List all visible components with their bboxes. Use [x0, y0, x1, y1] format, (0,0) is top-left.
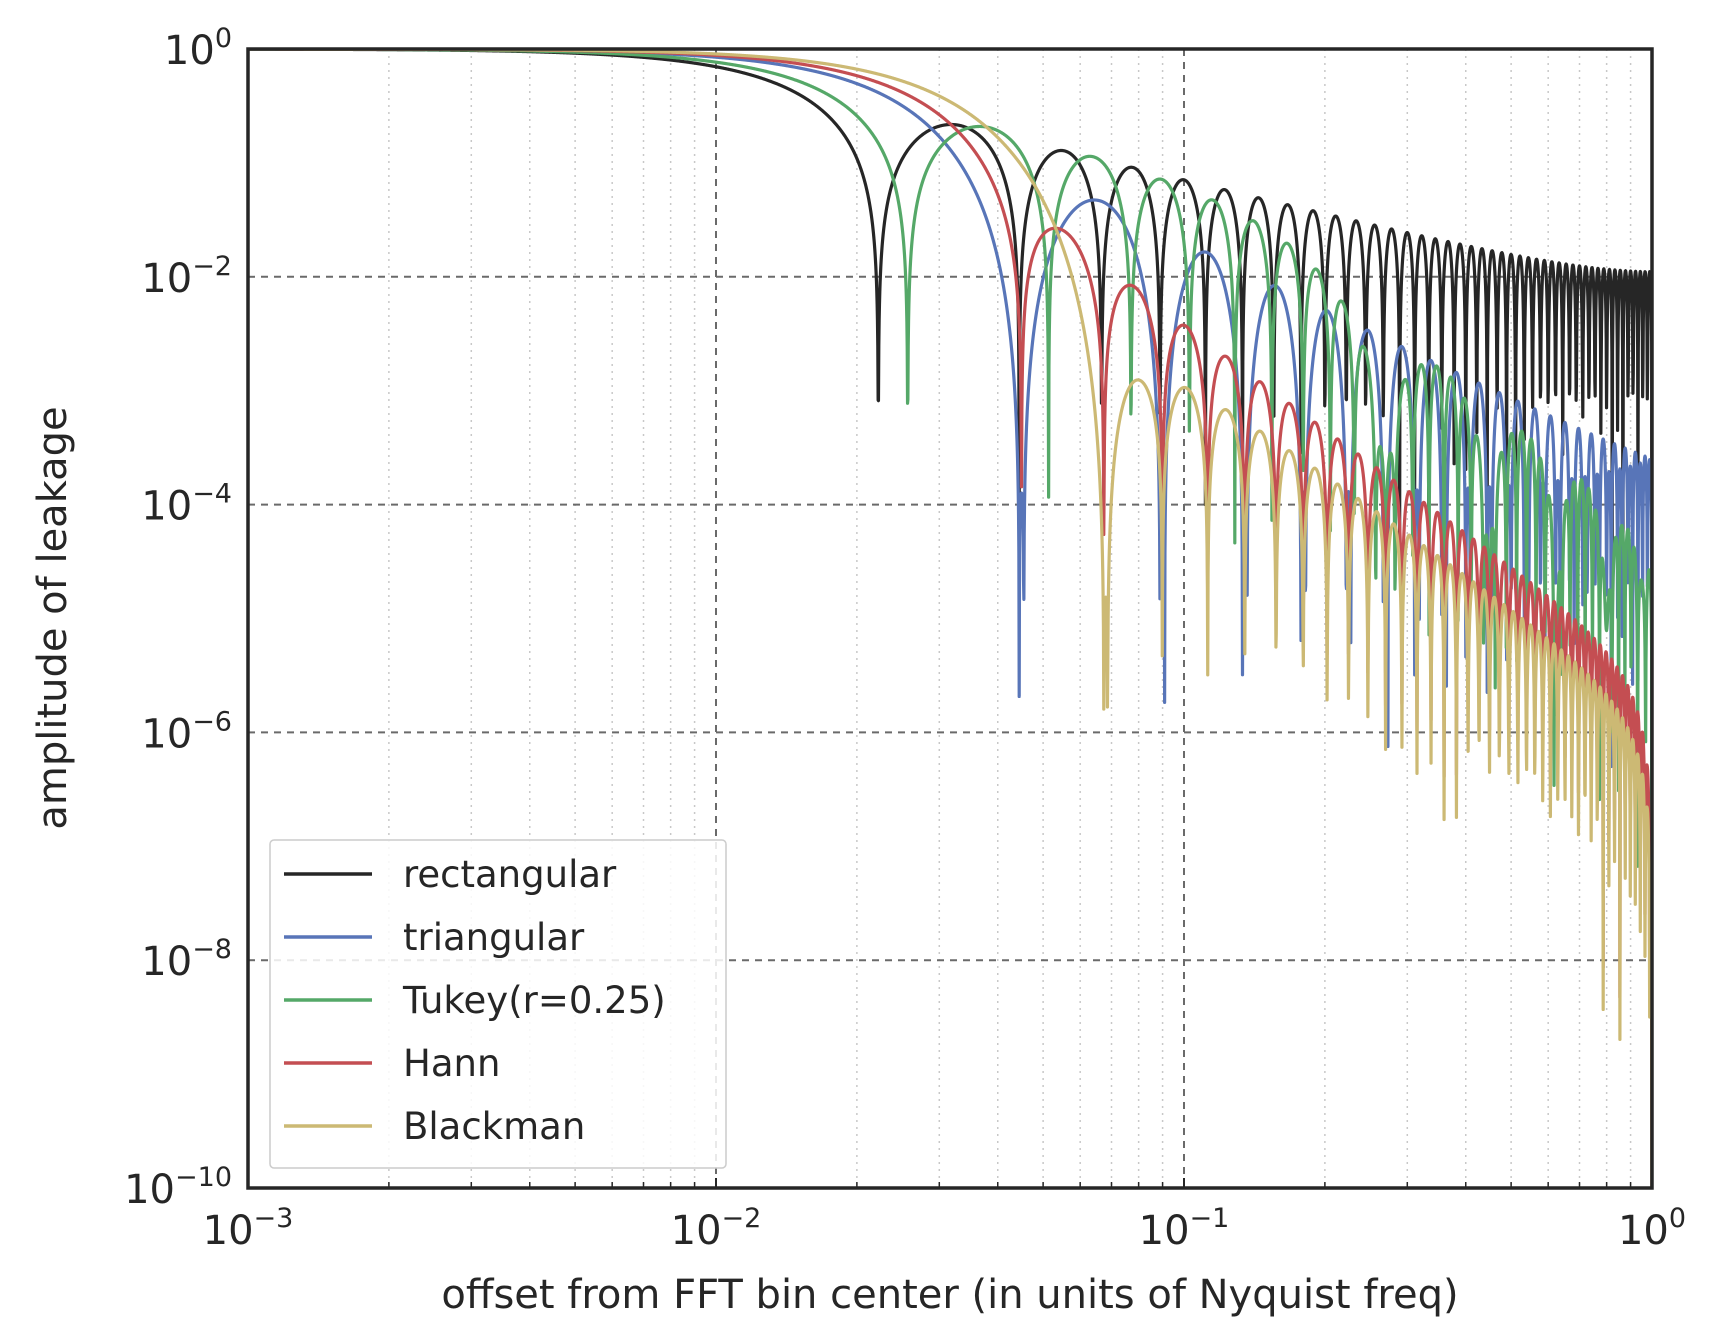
x-tick-label: 10−2 — [671, 1203, 762, 1254]
plot-frame — [246, 47, 1654, 1190]
y-tick-label: 10−4 — [141, 479, 232, 530]
y-tick-label-base: 10 — [141, 484, 192, 530]
y-tick-label-base: 10 — [164, 28, 215, 74]
y-tick-label-base: 10 — [141, 256, 192, 302]
y-tick-label: 10−8 — [141, 934, 232, 985]
y-tick-label-exp: −6 — [192, 706, 232, 737]
legend-box — [269, 839, 727, 1169]
y-tick-label-base: 10 — [141, 711, 192, 757]
x-tick-labels: 10−3 10−2 10−1 100 — [203, 1203, 1686, 1254]
x-tick-label-base: 10 — [671, 1208, 722, 1254]
y-tick-label: 10−10 — [124, 1162, 232, 1213]
legend-label-3: Hann — [403, 1042, 500, 1085]
x-tick-label: 100 — [1618, 1203, 1686, 1254]
x-tick-label-exp: −3 — [254, 1203, 294, 1234]
y-tick-label-exp: 0 — [215, 23, 232, 54]
x-tick-label-exp: −2 — [722, 1203, 762, 1234]
x-tick-label-base: 10 — [1139, 1208, 1190, 1254]
x-tick-label-exp: −1 — [1190, 1203, 1230, 1234]
y-tick-label-exp: −10 — [175, 1162, 232, 1193]
legend-label-1: triangular — [403, 916, 585, 959]
x-tick-label-base: 10 — [1618, 1208, 1669, 1254]
y-tick-label-exp: −4 — [192, 479, 232, 510]
y-tick-label: 10−6 — [141, 706, 232, 757]
x-axis-label: offset from FFT bin center (in units of … — [441, 1272, 1458, 1318]
y-tick-label-base: 10 — [124, 1167, 175, 1213]
y-tick-label-exp: −2 — [192, 251, 232, 282]
x-tick-label-base: 10 — [203, 1208, 254, 1254]
legend-label-4: Blackman — [403, 1105, 585, 1148]
y-tick-label: 100 — [164, 23, 232, 74]
axis-ticks — [247, 1178, 1653, 1188]
y-tick-label: 10−2 — [141, 251, 232, 302]
legend-label-2: Tukey(r=0.25) — [402, 979, 666, 1022]
legend-label-0: rectangular — [403, 853, 617, 896]
x-tick-label: 10−3 — [203, 1203, 294, 1254]
minor-grid — [388, 49, 1632, 1188]
x-tick-label-exp: 0 — [1669, 1203, 1686, 1234]
legend: rectangular triangular Tukey(r=0.25) Hann Bl… — [269, 839, 727, 1169]
x-tick-label: 10−1 — [1139, 1203, 1230, 1254]
y-tick-label-base: 10 — [141, 939, 192, 985]
y-tick-label-exp: −8 — [192, 934, 232, 965]
y-axis-label: amplitude of leakage — [30, 406, 76, 829]
